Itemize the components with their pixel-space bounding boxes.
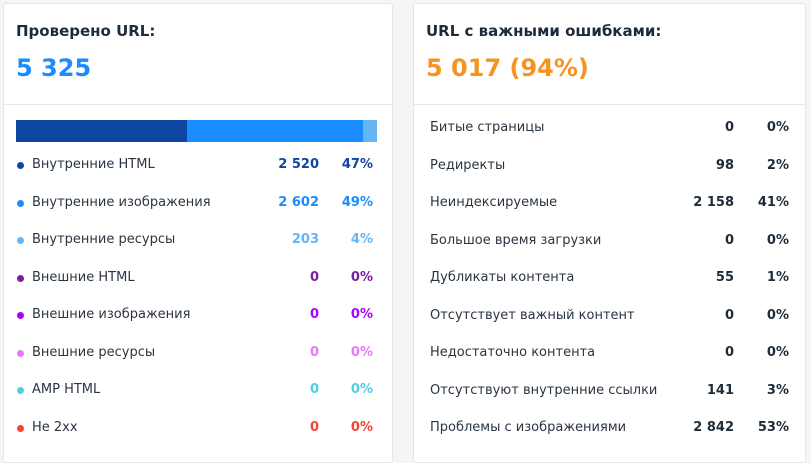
card-header: URL с важными ошибками: 5 017 (94%): [414, 4, 805, 105]
item-count: 55: [715, 270, 734, 285]
item-percent: 0%: [350, 307, 373, 322]
item-count: 0: [309, 307, 319, 322]
item-name: Большое время загрузки: [430, 232, 602, 248]
item-percent: 41%: [757, 195, 789, 210]
item-count: 0: [724, 307, 734, 323]
legend-dot: [17, 162, 24, 169]
item-count: 0: [724, 232, 734, 248]
item-percent: 1%: [766, 270, 789, 285]
item-count: 98: [715, 157, 734, 173]
item-percent: 53%: [757, 420, 789, 435]
item-percent: 0%: [350, 269, 373, 285]
item-name: Отсутствуют внутренние ссылки: [430, 382, 658, 398]
legend-dot: [17, 274, 24, 282]
bar-segment: [186, 120, 364, 142]
checked-card: Проверено URL: 5 325 Внутренние HTML 2 52…: [3, 3, 393, 463]
item-count: 0: [724, 120, 734, 135]
item-percent: 4%: [350, 232, 373, 247]
item-percent: 0%: [350, 419, 373, 435]
legend-dot: [17, 237, 24, 244]
item-name: Редиректы: [430, 157, 506, 173]
legend-dot: [17, 349, 24, 357]
card-header: Проверено URL: 5 325: [4, 4, 392, 105]
item-count: 0: [724, 345, 734, 360]
item-count: 2 158: [693, 195, 734, 210]
errors-card: URL с важными ошибками: 5 017 (94%) Биты…: [413, 3, 806, 463]
item-name: Отсутствует важный контент: [430, 307, 635, 323]
item-percent: 2%: [766, 157, 789, 173]
card-title: Проверено URL:: [16, 22, 156, 40]
item-percent: 0%: [766, 232, 789, 248]
total: 5 325: [16, 54, 92, 82]
item-percent: 0%: [350, 344, 373, 360]
item-count: 203: [291, 232, 319, 247]
bar-segment: [363, 120, 377, 142]
item-percent: 3%: [766, 382, 789, 398]
item-percent: 0%: [766, 120, 789, 135]
item-count: 0: [309, 344, 319, 360]
total: 5 017 (94%): [426, 54, 589, 82]
item-name: Неиндексируемые: [430, 195, 558, 210]
item-count: 141: [706, 382, 734, 398]
item-count: 0: [309, 269, 319, 285]
item-name: Внешние HTML: [32, 269, 135, 285]
item-name: Дубликаты контента: [430, 270, 575, 285]
legend-dot: [17, 312, 24, 319]
bar-segment: [16, 120, 187, 142]
item-count: 0: [309, 419, 319, 435]
item-name: Битые страницы: [430, 120, 545, 135]
legend-dot: [17, 387, 24, 394]
item-count: 2 520: [278, 157, 319, 172]
item-name: Внутренние HTML: [32, 157, 155, 172]
item-percent: 47%: [341, 157, 373, 172]
item-count: 2 842: [693, 420, 734, 435]
item-percent: 0%: [766, 307, 789, 323]
item-percent: 0%: [350, 382, 373, 397]
item-count: 0: [309, 382, 319, 397]
legend-dot: [17, 199, 24, 207]
item-name: AMP HTML: [32, 382, 101, 397]
item-name: Внешние ресурсы: [32, 344, 156, 360]
item-percent: 49%: [341, 194, 373, 210]
item-count: 2 602: [278, 194, 319, 210]
item-percent: 0%: [766, 345, 789, 360]
item-name: Недостаточно контента: [430, 345, 596, 360]
item-name: Внешние изображения: [32, 307, 191, 322]
legend-dot: [17, 424, 24, 432]
item-name: Не 2xx: [32, 419, 78, 435]
page: Проверено URL: 5 325 Внутренние HTML 2 52…: [3, 3, 806, 463]
card-title: URL с важными ошибками:: [426, 22, 662, 40]
item-name: Внутренние ресурсы: [32, 232, 176, 247]
item-name: Проблемы с изображениями: [430, 420, 627, 435]
item-name: Внутренние изображения: [32, 194, 211, 210]
